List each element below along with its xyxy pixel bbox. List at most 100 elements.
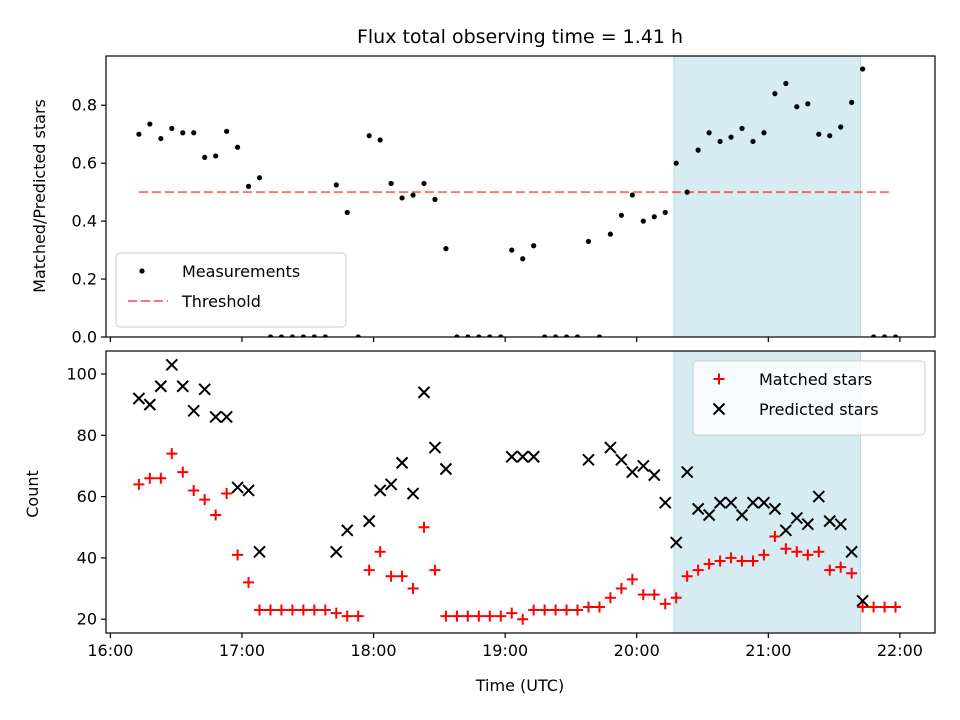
predicted-star-point [735, 508, 749, 522]
measurement-point [717, 138, 723, 145]
measurement-point [224, 128, 230, 134]
matched-star-point [374, 546, 386, 558]
matched-star-point [440, 610, 452, 622]
y-tick-label: 0.2 [72, 270, 97, 289]
matched-star-point [517, 613, 529, 625]
predicted-star-point [187, 404, 200, 417]
matched-star-point [572, 604, 584, 616]
measurement-point [783, 80, 789, 87]
matched-star-point [210, 509, 222, 521]
predicted-star-point [845, 545, 858, 558]
matched-star-point [385, 570, 397, 582]
matched-star-point [582, 601, 594, 613]
measurement-point [563, 334, 570, 337]
bottom-y-axis-label: Count [23, 470, 42, 518]
measurement-point [344, 209, 350, 216]
matched-star-point [221, 488, 233, 500]
measurement-point [180, 130, 186, 136]
measurement-point [421, 180, 427, 187]
matched-star-point [308, 604, 320, 616]
predicted-star-point [680, 465, 694, 479]
predicted-star-point [132, 392, 146, 405]
measurement-point [267, 334, 274, 337]
matched-star-point [769, 530, 781, 542]
matched-star-point [528, 604, 540, 616]
measurement-point [728, 134, 734, 140]
matched-star-point [714, 555, 726, 567]
matched-star-point [133, 478, 145, 490]
predicted-star-point [779, 524, 793, 537]
measurement-point [399, 195, 405, 201]
measurement-point [443, 246, 449, 252]
predicted-star-point [790, 511, 804, 525]
matched-star-point [725, 552, 737, 564]
matched-star-point [188, 484, 200, 496]
y-tick-label: 40 [77, 548, 97, 567]
matched-star-point [341, 610, 353, 622]
predicted-star-point [702, 508, 716, 522]
measurement-point [542, 334, 548, 337]
measurement-point [388, 180, 394, 187]
measurement-point [487, 334, 493, 337]
matched-star-point [418, 521, 430, 533]
matched-star-point [473, 610, 485, 622]
predicted-star-point [143, 398, 157, 411]
matched-star-point [407, 583, 419, 595]
measurement-point [585, 238, 592, 245]
predicted-star-point [198, 383, 211, 396]
x-tick-label: 20:00 [614, 641, 660, 660]
matched-star-point [857, 601, 869, 613]
matched-star-point [780, 543, 792, 555]
measurement-point [684, 189, 690, 195]
predicted-star-point [713, 496, 727, 509]
measurement-point [169, 125, 175, 132]
measurement-point [794, 104, 800, 110]
predicted-star-point [165, 358, 179, 372]
x-tick-label: 18:00 [351, 641, 397, 660]
measurement-point [366, 133, 372, 139]
x-axis-label: Time (UTC) [475, 676, 564, 695]
matched-star-point [824, 564, 836, 576]
measurement-point [574, 334, 581, 337]
predicted-star-point [659, 496, 672, 509]
measurement-point [498, 334, 504, 337]
chart-title: Flux total observing time = 1.41 h [357, 26, 683, 48]
measurement-point [739, 125, 745, 132]
predicted-star-point [670, 536, 683, 549]
predicted-star-point [691, 502, 705, 516]
predicted-star-point [615, 453, 628, 467]
matched-star-point [506, 607, 518, 619]
matched-star-point [747, 555, 759, 567]
predicted-star-point [154, 380, 168, 393]
measurement-point [761, 130, 767, 136]
matched-star-point [550, 604, 562, 616]
measurement-point [355, 334, 361, 337]
predicted-star-point [439, 462, 453, 476]
measurement-point [454, 334, 460, 337]
matched-star-point [352, 610, 364, 622]
matched-star-point [879, 601, 891, 613]
y-tick-label: 0.6 [72, 154, 97, 173]
measurement-point [695, 147, 701, 153]
matched-star-point [791, 546, 803, 558]
predicted-star-point [604, 441, 617, 454]
measurement-point [618, 212, 624, 218]
measurement-point [662, 209, 668, 216]
measurement-point [300, 334, 306, 337]
matched-star-point [484, 610, 496, 622]
measurement-point [256, 175, 263, 181]
measurement-point [531, 243, 537, 249]
top-y-axis-label: Matched/Predicted stars [30, 99, 49, 293]
measurement-point [596, 334, 603, 337]
measurement-point [278, 334, 285, 337]
predicted-star-point [220, 410, 233, 424]
y-tick-label: 100 [66, 364, 97, 383]
measurement-point [213, 153, 219, 159]
matched-star-point [451, 610, 463, 622]
matched-star-point [604, 592, 616, 604]
measurement-point [552, 334, 559, 337]
measurement-point [750, 138, 756, 145]
matched-star-point [330, 607, 342, 619]
matched-star-point [637, 589, 649, 601]
